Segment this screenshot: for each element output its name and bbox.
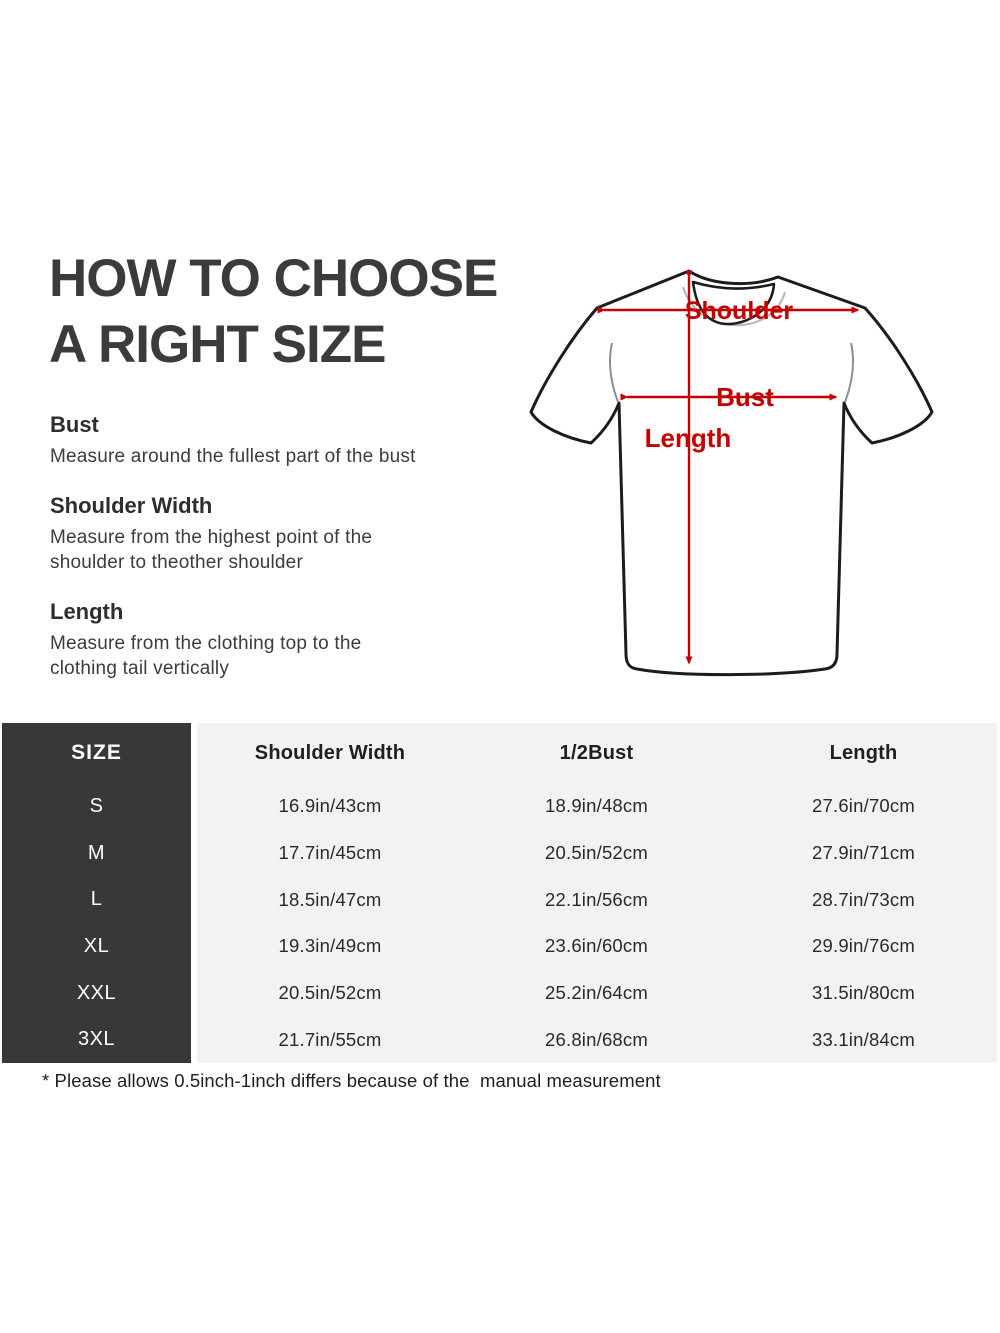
size-value-cell: 29.9in/76cm (730, 923, 997, 970)
size-value-cell: 16.9in/43cm (197, 783, 463, 830)
size-table-corner-header: SIZE (2, 723, 191, 783)
size-value-cell: 25.2in/64cm (463, 969, 730, 1017)
measure-instructions: Bust Measure around the fullest part of t… (50, 412, 470, 705)
size-value-cell: 26.8in/68cm (463, 1016, 730, 1064)
measurement-note: * Please allows 0.5inch-1inch differs be… (42, 1070, 661, 1091)
table-column-gap (191, 783, 197, 830)
table-column-gap (191, 1016, 197, 1064)
size-value-cell: 31.5in/80cm (730, 969, 997, 1017)
bust-arrow-label: Bust (716, 382, 774, 412)
size-value-cell: 28.7in/73cm (730, 876, 997, 924)
size-value-cell: 19.3in/49cm (197, 923, 463, 970)
size-value-cell: 21.7in/55cm (197, 1016, 463, 1064)
table-column-gap (191, 829, 197, 877)
left-sleeve-seam (609, 342, 619, 403)
instruction-body: Measure from the highest point of the sh… (50, 527, 373, 573)
size-value-cell: 23.6in/60cm (463, 923, 730, 970)
column-header-half-bust: 1/2Bust (463, 723, 730, 783)
size-value-cell: 17.7in/45cm (197, 829, 463, 877)
page-title-line1: HOW TO CHOOSE (49, 249, 498, 308)
size-row-label: XXL (2, 969, 191, 1017)
size-value-cell: 27.9in/71cm (730, 829, 997, 877)
shoulder-arrow-label: Shoulder (685, 297, 794, 325)
size-value-cell: 20.5in/52cm (197, 969, 463, 1017)
size-value-cell: 33.1in/84cm (730, 1016, 997, 1064)
size-row-label: S (2, 783, 191, 830)
table-column-gap (191, 969, 197, 1017)
size-row-label: 3XL (2, 1016, 191, 1064)
size-value-cell: 27.6in/70cm (730, 783, 997, 830)
instruction-body: Measure from the clothing top to the clo… (50, 633, 362, 679)
size-row-label: M (2, 829, 191, 877)
size-value-cell: 18.5in/47cm (197, 876, 463, 924)
instruction-heading: Bust (50, 412, 99, 437)
instruction-heading: Length (50, 599, 124, 624)
tshirt-body-outline (529, 269, 934, 677)
size-table: SIZE Shoulder Width 1/2Bust Length S 16.9… (2, 723, 997, 1064)
table-column-gap (191, 876, 197, 924)
size-value-cell: 18.9in/48cm (463, 783, 730, 830)
instruction-heading: Shoulder Width (50, 493, 213, 518)
tshirt-outline-drawing: Shoulder Bust Length (529, 269, 934, 677)
right-sleeve-seam (844, 342, 854, 403)
table-column-gap (191, 923, 197, 970)
instruction-body: Measure around the fullest part of the b… (50, 446, 416, 467)
column-header-shoulder-width: Shoulder Width (197, 723, 463, 783)
page-title: HOW TO CHOOSE A RIGHT SIZE (49, 246, 498, 378)
tshirt-measure-diagram: Shoulder Bust Length (500, 240, 970, 700)
table-column-gap (191, 723, 197, 783)
page-title-line2: A RIGHT SIZE (49, 315, 386, 374)
size-value-cell: 22.1in/56cm (463, 876, 730, 924)
column-header-length: Length (730, 723, 997, 783)
length-arrow-label: Length (645, 423, 732, 453)
size-value-cell: 20.5in/52cm (463, 829, 730, 877)
size-row-label: XL (2, 923, 191, 970)
size-row-label: L (2, 876, 191, 924)
